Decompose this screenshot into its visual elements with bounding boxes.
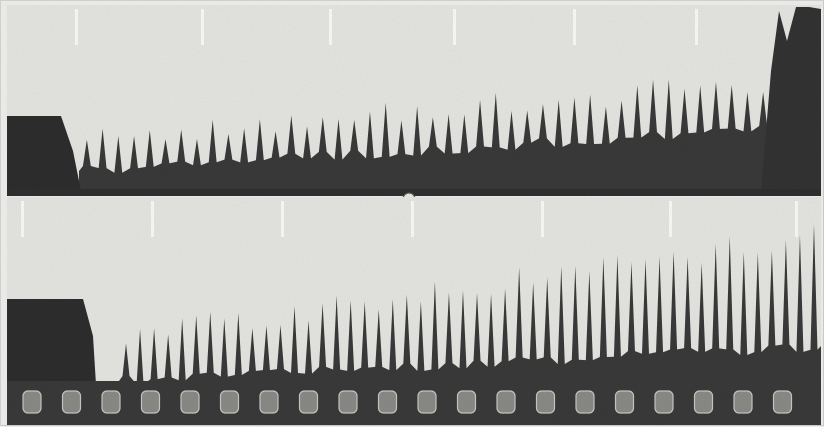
film-grain (1, 1, 824, 427)
photographic-plate (0, 0, 824, 427)
waveform-recording (1, 1, 824, 427)
